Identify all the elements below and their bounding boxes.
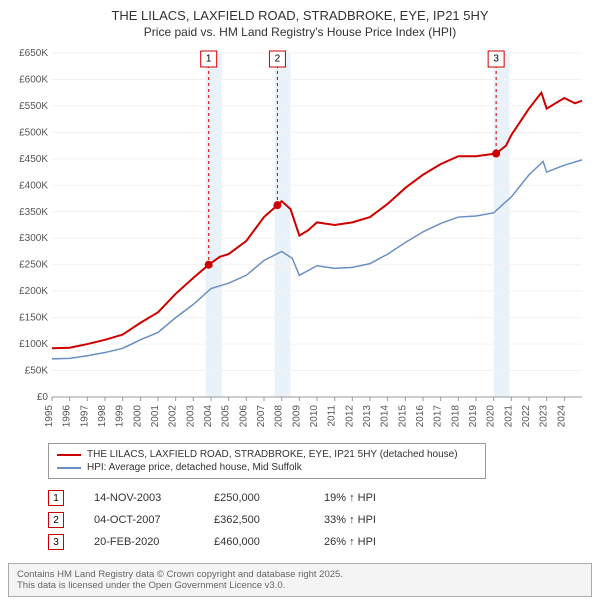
svg-text:2011: 2011 (327, 405, 338, 427)
marker-number-box: 3 (48, 534, 64, 550)
footer-attribution: Contains HM Land Registry data © Crown c… (8, 563, 592, 597)
svg-text:2018: 2018 (450, 405, 461, 428)
svg-text:£150K: £150K (19, 313, 48, 324)
svg-text:2024: 2024 (556, 405, 567, 428)
legend-item: HPI: Average price, detached house, Mid … (57, 461, 477, 474)
svg-text:2021: 2021 (503, 405, 514, 428)
legend-label: THE LILACS, LAXFIELD ROAD, STRADBROKE, E… (87, 449, 458, 460)
marker-date: 20-FEB-2020 (94, 536, 214, 548)
svg-text:2010: 2010 (309, 405, 320, 428)
svg-text:2019: 2019 (468, 405, 479, 428)
svg-text:£400K: £400K (19, 180, 48, 191)
svg-text:3: 3 (493, 54, 499, 65)
legend-item: THE LILACS, LAXFIELD ROAD, STRADBROKE, E… (57, 448, 477, 461)
svg-text:1998: 1998 (97, 405, 108, 428)
svg-text:2000: 2000 (132, 405, 143, 428)
svg-text:2003: 2003 (185, 405, 196, 428)
svg-text:2005: 2005 (221, 405, 232, 428)
svg-text:2006: 2006 (238, 405, 249, 428)
marker-number-box: 1 (48, 490, 64, 506)
svg-text:£650K: £650K (19, 48, 48, 59)
marker-pct: 26% ↑ HPI (324, 536, 414, 548)
legend: THE LILACS, LAXFIELD ROAD, STRADBROKE, E… (48, 443, 486, 479)
svg-text:2014: 2014 (380, 405, 391, 428)
svg-text:2002: 2002 (168, 405, 179, 428)
svg-text:£300K: £300K (19, 233, 48, 244)
marker-row: 3 20-FEB-2020£460,00026% ↑ HPI (48, 531, 592, 553)
svg-text:2013: 2013 (362, 405, 373, 428)
marker-price: £250,000 (214, 492, 324, 504)
svg-text:2012: 2012 (344, 405, 355, 428)
marker-date: 14-NOV-2003 (94, 492, 214, 504)
svg-text:2009: 2009 (291, 405, 302, 428)
marker-pct: 33% ↑ HPI (324, 514, 414, 526)
marker-price: £362,500 (214, 514, 324, 526)
marker-date: 04-OCT-2007 (94, 514, 214, 526)
chart-title: THE LILACS, LAXFIELD ROAD, STRADBROKE, E… (8, 8, 592, 23)
svg-text:2008: 2008 (274, 405, 285, 428)
svg-text:2020: 2020 (486, 405, 497, 428)
legend-swatch (57, 454, 81, 456)
svg-text:£50K: £50K (25, 366, 49, 377)
footer-line2: This data is licensed under the Open Gov… (17, 580, 583, 591)
marker-row: 2 04-OCT-2007£362,50033% ↑ HPI (48, 509, 592, 531)
svg-text:2022: 2022 (521, 405, 532, 428)
svg-text:2: 2 (275, 54, 281, 65)
marker-price: £460,000 (214, 536, 324, 548)
chart-subtitle: Price paid vs. HM Land Registry's House … (8, 25, 592, 39)
svg-text:2016: 2016 (415, 405, 426, 428)
footer-line1: Contains HM Land Registry data © Crown c… (17, 569, 583, 580)
marker-number-box: 2 (48, 512, 64, 528)
svg-text:£450K: £450K (19, 154, 48, 165)
marker-row: 1 14-NOV-2003£250,00019% ↑ HPI (48, 487, 592, 509)
svg-text:2023: 2023 (539, 405, 550, 428)
marker-pct: 19% ↑ HPI (324, 492, 414, 504)
svg-text:£600K: £600K (19, 74, 48, 85)
svg-text:1: 1 (206, 54, 212, 65)
svg-text:£100K: £100K (19, 339, 48, 350)
svg-text:1995: 1995 (44, 405, 55, 428)
legend-swatch (57, 467, 81, 469)
svg-text:1997: 1997 (79, 405, 90, 428)
svg-text:£200K: £200K (19, 286, 48, 297)
svg-text:£500K: £500K (19, 127, 48, 138)
svg-text:2004: 2004 (203, 405, 214, 428)
svg-text:£350K: £350K (19, 207, 48, 218)
svg-text:£250K: £250K (19, 260, 48, 271)
svg-text:2017: 2017 (433, 405, 444, 428)
svg-text:1999: 1999 (115, 405, 126, 428)
svg-text:£550K: £550K (19, 101, 48, 112)
chart-area: £0 £50K £100K £150K £200K £250K £300K £350K £400… (8, 47, 592, 437)
marker-table: 1 14-NOV-2003£250,00019% ↑ HPI 2 04-OCT-200… (48, 487, 592, 553)
svg-text:1996: 1996 (62, 405, 73, 428)
svg-text:2001: 2001 (150, 405, 161, 428)
line-chart-svg: £0 £50K £100K £150K £200K £250K £300K £350K £400… (8, 47, 592, 437)
svg-text:2015: 2015 (397, 405, 408, 428)
svg-text:2007: 2007 (256, 405, 267, 428)
legend-label: HPI: Average price, detached house, Mid … (87, 462, 302, 473)
svg-text:£0: £0 (37, 392, 49, 403)
